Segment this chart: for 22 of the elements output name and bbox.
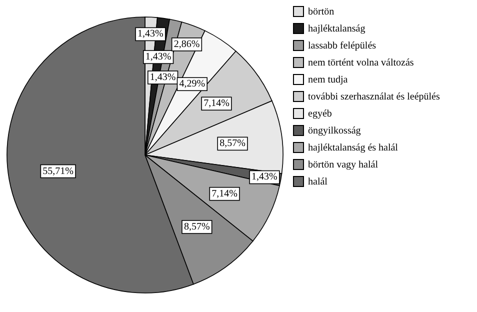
data-label: 8,57% [184, 221, 210, 232]
data-label: 1,43% [138, 28, 164, 40]
data-label: 55,71% [42, 166, 74, 177]
legend-label: halál [308, 176, 328, 188]
legend-label: hajléktalanság és halál [308, 142, 398, 154]
legend-label: nem tudja [308, 74, 348, 86]
legend-label: további szerhasználat és leépülés [308, 92, 440, 102]
data-label: 2,86% [174, 38, 200, 50]
legend-label: egyéb [308, 108, 332, 120]
legend-label: börtön [308, 6, 334, 18]
data-label: 4,29% [179, 78, 206, 90]
data-label: 1,43% [252, 172, 278, 183]
data-label: 8,57% [220, 138, 246, 150]
data-label: 7,14% [212, 188, 238, 200]
legend-label: börtön vagy halál [308, 160, 378, 170]
legend-label: nem történt volna változás [308, 58, 414, 68]
legend-label: öngyilkosság [308, 126, 361, 136]
data-label: 7,14% [204, 98, 230, 110]
legend-label: lassabb felépülés [308, 40, 376, 52]
data-label: 1,43% [145, 52, 172, 63]
data-label: 1,43% [150, 72, 176, 83]
legend-label: hajléktalanság [308, 24, 366, 34]
